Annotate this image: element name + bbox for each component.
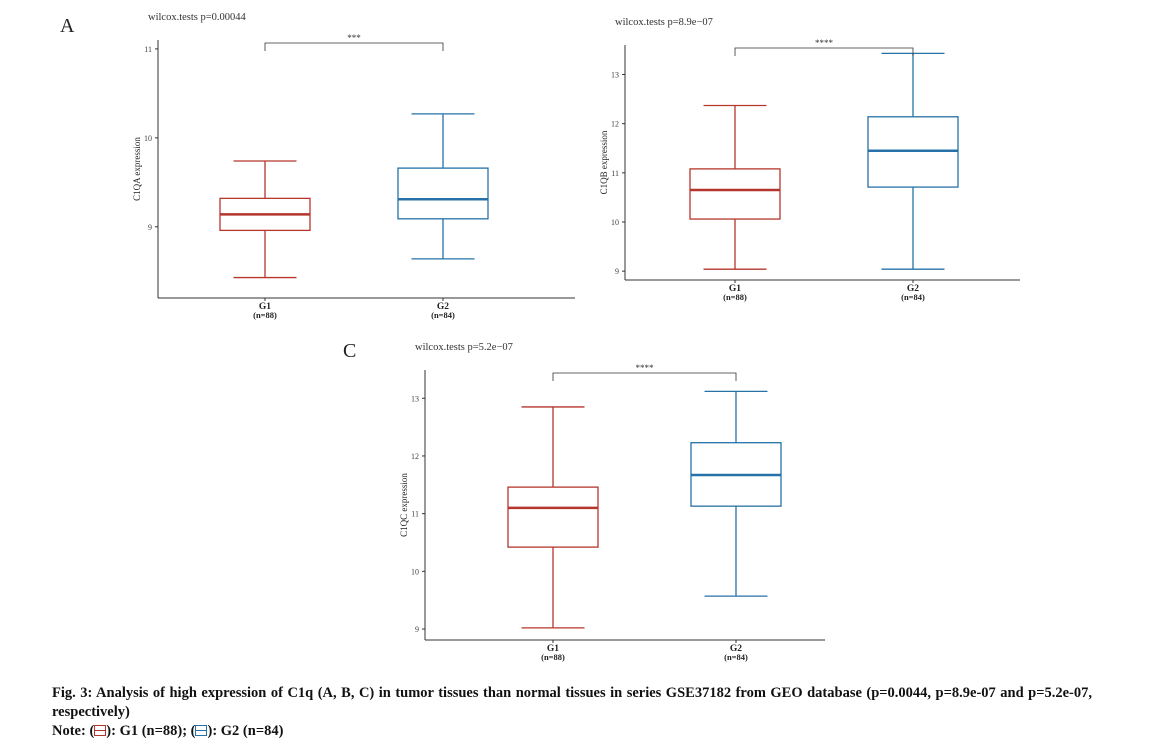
- panel-label: A: [60, 15, 75, 37]
- chart-title: wilcox.tests p=8.9e−07: [615, 17, 713, 28]
- significance-bracket: [734, 47, 914, 56]
- y-tick-label: 10: [144, 134, 152, 143]
- caption-text: Fig. 3: Analysis of high expression of C…: [52, 685, 1092, 720]
- y-tick-label: 10: [411, 567, 419, 576]
- x-tick-label: G1: [729, 284, 741, 294]
- y-tick-label: 9: [148, 223, 152, 232]
- caption: Fig. 3: Analysis of high expression of C…: [52, 684, 1092, 741]
- y-tick-label: 9: [415, 625, 419, 634]
- x-tick-label: G2: [437, 302, 449, 312]
- x-tick-note: (n=88): [253, 310, 277, 320]
- x-tick-note: (n=88): [541, 652, 565, 662]
- note-g2: ): G2 (n=84): [207, 723, 284, 739]
- box: [689, 168, 781, 220]
- x-tick-note: (n=88): [723, 292, 747, 302]
- y-tick-label: 11: [611, 169, 619, 178]
- y-tick-label: 12: [611, 120, 619, 129]
- x-tick-label: G1: [259, 302, 271, 312]
- y-tick-label: 11: [411, 510, 419, 519]
- y-tick-label: 12: [411, 452, 419, 461]
- g2-icon: [195, 725, 208, 736]
- chart-title: wilcox.tests p=0.00044: [148, 12, 247, 23]
- chart-title: wilcox.tests p=5.2e−07: [415, 342, 513, 353]
- significance: ****: [636, 363, 655, 373]
- x-tick-label: G2: [907, 284, 919, 294]
- x-tick-label: G1: [547, 644, 559, 654]
- significance-bracket: [552, 372, 737, 381]
- y-axis-label: C1QA expression: [132, 137, 142, 201]
- box: [507, 486, 599, 548]
- y-tick-label: 9: [615, 267, 619, 276]
- y-tick-label: 13: [411, 394, 419, 403]
- y-tick-label: 10: [611, 218, 619, 227]
- y-axis-label: C1QC expression: [399, 473, 409, 537]
- significance: ****: [815, 38, 834, 48]
- y-axis-label: C1QB expression: [599, 130, 609, 194]
- note: Note: ( ): G1 (n=88); ( ): G2 (n=84): [52, 722, 1092, 741]
- panel-label: C: [343, 340, 356, 362]
- y-tick-label: 13: [611, 70, 619, 79]
- y-tick-label: 11: [144, 45, 152, 54]
- box: [397, 167, 489, 220]
- significance: ***: [347, 33, 361, 43]
- note-g1: ): G1 (n=88); (: [106, 723, 196, 739]
- significance-bracket: [264, 42, 444, 51]
- note-prefix: Note: (: [52, 723, 95, 739]
- x-tick-note: (n=84): [431, 310, 455, 320]
- x-tick-label: G2: [730, 644, 742, 654]
- g1-icon: [94, 725, 107, 736]
- x-tick-note: (n=84): [724, 652, 748, 662]
- x-tick-note: (n=84): [901, 292, 925, 302]
